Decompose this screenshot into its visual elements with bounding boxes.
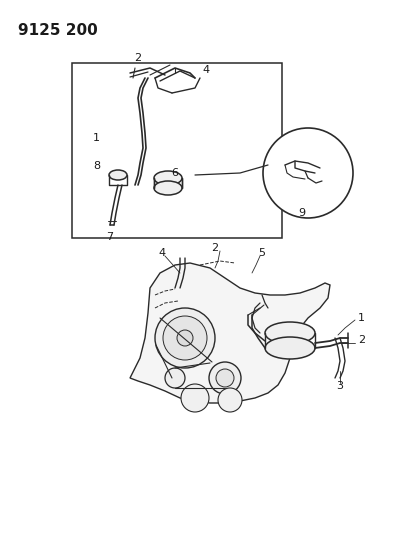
Circle shape: [177, 330, 193, 346]
Text: 4: 4: [158, 248, 166, 258]
Text: 4: 4: [202, 65, 209, 75]
Text: 5: 5: [259, 248, 266, 258]
Ellipse shape: [265, 322, 315, 344]
Text: 9125 200: 9125 200: [18, 23, 98, 38]
Circle shape: [218, 388, 242, 412]
Text: 1: 1: [358, 313, 365, 323]
Ellipse shape: [109, 170, 127, 180]
Circle shape: [155, 308, 215, 368]
Circle shape: [165, 368, 185, 388]
Bar: [72, 63, 282, 238]
Text: 3: 3: [337, 381, 344, 391]
Text: 1: 1: [92, 133, 99, 143]
Ellipse shape: [265, 337, 315, 359]
Text: 2: 2: [211, 243, 219, 253]
Text: 6: 6: [171, 168, 178, 178]
Text: 9: 9: [298, 208, 305, 218]
Circle shape: [181, 384, 209, 412]
Circle shape: [216, 369, 234, 387]
Polygon shape: [130, 263, 330, 403]
Circle shape: [209, 362, 241, 394]
Circle shape: [263, 128, 353, 218]
Ellipse shape: [154, 181, 182, 195]
Text: 7: 7: [106, 232, 113, 242]
Text: 2: 2: [134, 53, 141, 63]
Text: 8: 8: [93, 161, 100, 171]
Circle shape: [163, 316, 207, 360]
Text: 2: 2: [358, 335, 365, 345]
Ellipse shape: [154, 171, 182, 185]
